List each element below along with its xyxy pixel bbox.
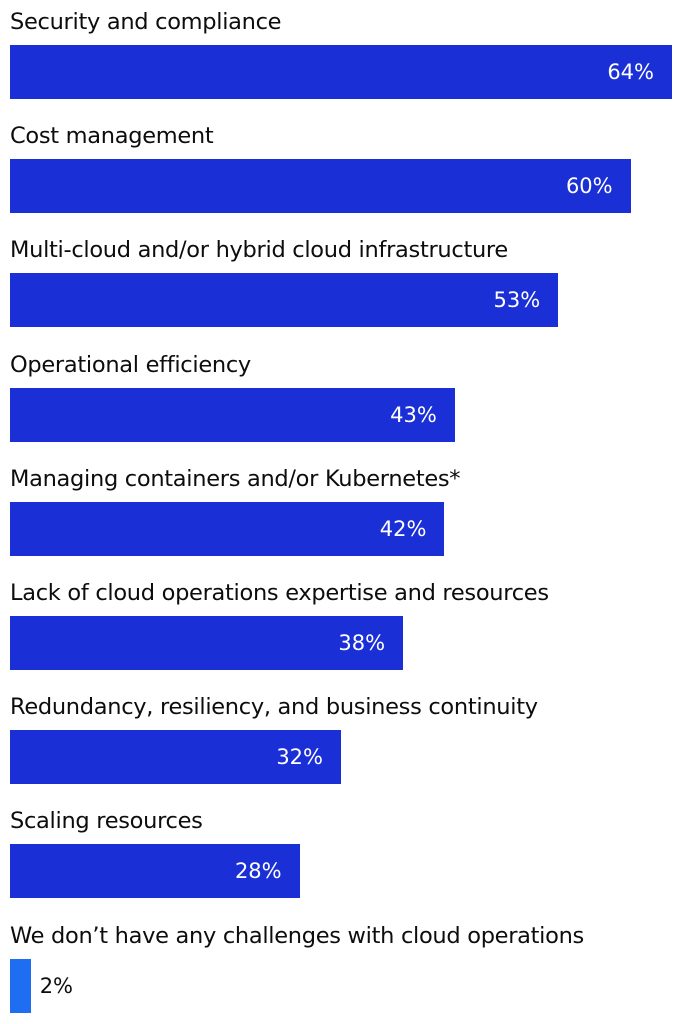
bar-value-label: 53% <box>493 288 541 313</box>
category-label: Multi-cloud and/or hybrid cloud infrastr… <box>10 237 508 264</box>
bar <box>10 159 631 214</box>
bar <box>10 387 455 442</box>
bar-value-label: 42% <box>379 516 427 541</box>
bar-value-label: 32% <box>276 745 323 770</box>
category-label: Cost management <box>10 123 214 150</box>
category-label: Operational efficiency <box>10 351 251 378</box>
bar <box>10 730 341 785</box>
category-label: We don’t have any challenges with cloud … <box>10 922 584 949</box>
bar-value-label: 2% <box>39 973 74 998</box>
bar <box>10 844 300 899</box>
bar <box>10 45 672 99</box>
bar-value-label: 43% <box>390 402 437 427</box>
category-label: Lack of cloud operations expertise and r… <box>10 580 549 606</box>
bar <box>10 501 445 556</box>
category-label: Redundancy, resiliency, and business con… <box>10 694 538 721</box>
bar <box>10 273 559 328</box>
bar-value-label: 38% <box>338 631 386 655</box>
bar-value-label: 64% <box>607 60 654 84</box>
bar-value-label: 60% <box>565 174 613 199</box>
category-label: Scaling resources <box>10 808 203 835</box>
category-label: Managing containers and/or Kubernetes* <box>10 465 461 492</box>
category-label: Security and compliance <box>10 9 282 35</box>
bar <box>10 958 31 1013</box>
bar <box>10 616 404 670</box>
bar-value-label: 28% <box>234 859 282 884</box>
